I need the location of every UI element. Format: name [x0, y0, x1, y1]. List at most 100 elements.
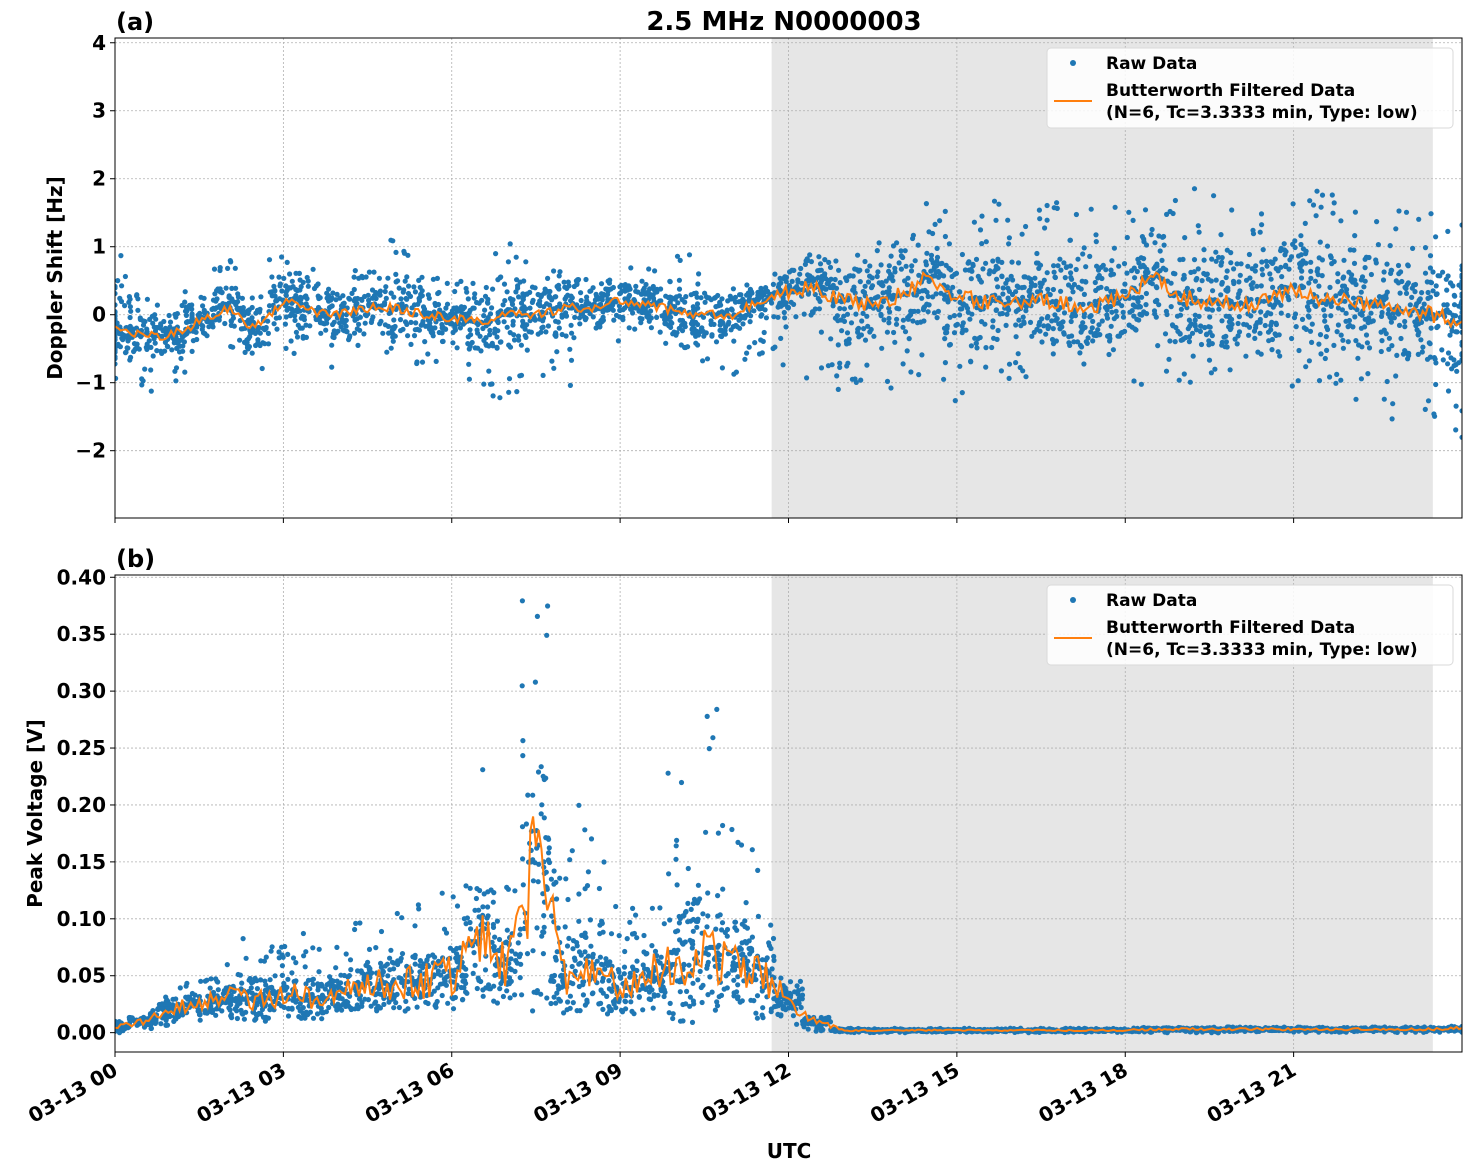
raw-data-point	[1428, 355, 1433, 360]
raw-data-point	[1273, 331, 1278, 336]
raw-data-point	[520, 683, 525, 688]
raw-data-point	[714, 707, 719, 712]
raw-data-point	[1121, 315, 1126, 320]
raw-data-point	[151, 353, 156, 358]
raw-data-point	[1001, 285, 1006, 290]
raw-data-point	[611, 318, 616, 323]
raw-data-point	[1032, 330, 1037, 335]
raw-data-point	[174, 365, 179, 370]
raw-data-point	[1311, 202, 1316, 207]
raw-data-point	[599, 291, 604, 296]
raw-data-point	[673, 333, 678, 338]
raw-data-point	[1448, 280, 1453, 285]
raw-data-point	[1299, 275, 1304, 280]
raw-data-point	[283, 283, 288, 288]
raw-data-point	[244, 956, 249, 961]
raw-data-point	[600, 921, 605, 926]
raw-data-point	[705, 356, 710, 361]
raw-data-point	[628, 265, 633, 270]
raw-data-point	[285, 952, 290, 957]
raw-data-point	[649, 325, 654, 330]
raw-data-point	[1308, 269, 1313, 274]
raw-data-point	[426, 1001, 431, 1006]
raw-data-point	[987, 271, 992, 276]
raw-data-point	[1363, 279, 1368, 284]
raw-data-point	[385, 973, 390, 978]
raw-data-point	[1228, 367, 1233, 372]
raw-data-point	[463, 883, 468, 888]
raw-data-point	[323, 328, 328, 333]
raw-data-point	[184, 305, 189, 310]
raw-data-point	[267, 303, 272, 308]
raw-data-point	[629, 1009, 634, 1014]
raw-data-point	[413, 327, 418, 332]
raw-data-point	[288, 285, 293, 290]
raw-data-point	[521, 278, 526, 283]
raw-data-point	[683, 294, 688, 299]
raw-data-point	[859, 318, 864, 323]
raw-data-point	[367, 967, 372, 972]
raw-data-point	[1393, 226, 1398, 231]
raw-data-point	[381, 1002, 386, 1007]
raw-data-point	[489, 305, 494, 310]
raw-data-point	[1258, 320, 1263, 325]
raw-data-point	[408, 294, 413, 299]
raw-data-point	[472, 291, 477, 296]
raw-data-point	[467, 920, 472, 925]
raw-data-point	[1336, 322, 1341, 327]
raw-data-point	[566, 936, 571, 941]
raw-data-point	[1333, 381, 1338, 386]
raw-data-point	[1213, 250, 1218, 255]
raw-data-point	[604, 994, 609, 999]
raw-data-point	[757, 306, 762, 311]
raw-data-point	[152, 312, 157, 317]
raw-data-point	[326, 1005, 331, 1010]
raw-data-point	[648, 997, 653, 1002]
raw-data-point	[466, 296, 471, 301]
raw-data-point	[783, 324, 788, 329]
raw-data-point	[1418, 296, 1423, 301]
raw-data-point	[266, 331, 271, 336]
raw-data-point	[1144, 267, 1149, 272]
raw-data-point	[617, 933, 622, 938]
raw-data-point	[387, 967, 392, 972]
raw-data-point	[241, 936, 246, 941]
raw-data-point	[233, 286, 238, 291]
raw-data-point	[293, 960, 298, 965]
raw-data-point	[983, 261, 988, 266]
raw-data-point	[502, 298, 507, 303]
raw-data-point	[982, 322, 987, 327]
raw-data-point	[405, 333, 410, 338]
raw-data-point	[858, 378, 863, 383]
raw-data-point	[1405, 356, 1410, 361]
raw-data-point	[257, 309, 262, 314]
raw-data-point	[1331, 343, 1336, 348]
raw-data-point	[373, 999, 378, 1004]
raw-data-point	[1007, 289, 1012, 294]
raw-data-point	[1150, 227, 1155, 232]
raw-data-point	[573, 969, 578, 974]
raw-data-point	[651, 1006, 656, 1011]
raw-data-point	[393, 250, 398, 255]
raw-data-point	[1055, 206, 1060, 211]
raw-data-point	[412, 923, 417, 928]
raw-data-point	[654, 315, 659, 320]
raw-data-point	[1218, 292, 1223, 297]
raw-data-point	[863, 338, 868, 343]
raw-data-point	[543, 329, 548, 334]
raw-data-point	[1114, 309, 1119, 314]
raw-data-point	[577, 321, 582, 326]
raw-data-point	[1197, 230, 1202, 235]
raw-data-point	[878, 312, 883, 317]
raw-data-point	[1067, 343, 1072, 348]
raw-data-point	[344, 318, 349, 323]
raw-data-point	[182, 300, 187, 305]
raw-data-point	[305, 275, 310, 280]
raw-data-point	[1327, 285, 1332, 290]
raw-data-point	[1423, 407, 1428, 412]
raw-data-point	[520, 738, 525, 743]
raw-data-point	[921, 318, 926, 323]
raw-data-point	[1042, 225, 1047, 230]
raw-data-point	[485, 301, 490, 306]
raw-data-point	[255, 340, 260, 345]
